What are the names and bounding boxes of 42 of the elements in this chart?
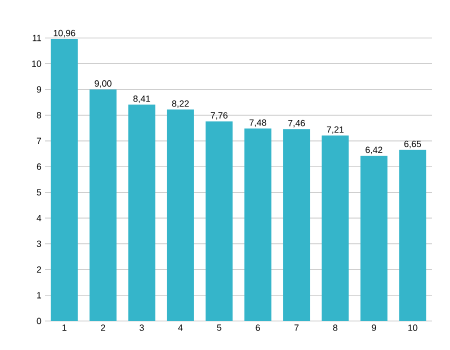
bar	[399, 150, 426, 321]
bar	[244, 128, 272, 321]
x-tick-label: 10	[408, 324, 418, 331]
data-label: 8,41	[133, 95, 150, 103]
y-tick-label: 3	[36, 240, 42, 247]
y-tick-label: 4	[36, 214, 42, 222]
data-label: 9,00	[94, 80, 112, 88]
y-tick-label: 7	[36, 138, 42, 144]
data-label: 7,46	[288, 120, 305, 128]
x-tick-label: 2	[101, 324, 106, 331]
x-tick-label: 1	[62, 324, 66, 331]
bar	[128, 104, 156, 321]
x-tick-label: 6	[256, 324, 260, 331]
x-tick-label: 5	[217, 324, 222, 331]
bar	[50, 39, 78, 321]
x-tick-label: 3	[140, 324, 144, 331]
x-tick-label: 9	[372, 324, 376, 331]
x-tick-label: 8	[333, 324, 338, 331]
y-tick-label: 9	[36, 86, 42, 93]
y-tick-label: 8	[36, 112, 42, 118]
y-tick-label: 1	[37, 292, 42, 298]
y-tick-label: 11	[32, 34, 42, 42]
bar	[322, 135, 349, 321]
data-label: 7,76	[210, 112, 228, 120]
data-label: 7,48	[250, 119, 266, 127]
bar	[283, 129, 310, 321]
data-label: 10,96	[54, 30, 76, 38]
x-tick-label: 4	[178, 324, 183, 331]
bar	[206, 121, 233, 321]
bar	[90, 89, 117, 321]
y-tick-label: 10	[32, 60, 42, 67]
data-label: 6,42	[366, 146, 382, 154]
y-tick-label: 5	[36, 189, 42, 196]
y-tick-label: 0	[36, 318, 42, 324]
data-label: 8,22	[172, 100, 189, 108]
bar	[166, 110, 194, 321]
y-tick-label: 6	[36, 163, 42, 170]
data-label: 7,21	[326, 126, 344, 134]
y-tick-label: 2	[36, 266, 42, 273]
x-tick-label: 7	[294, 324, 299, 331]
data-label: 6,65	[404, 140, 422, 148]
bar	[360, 156, 388, 321]
